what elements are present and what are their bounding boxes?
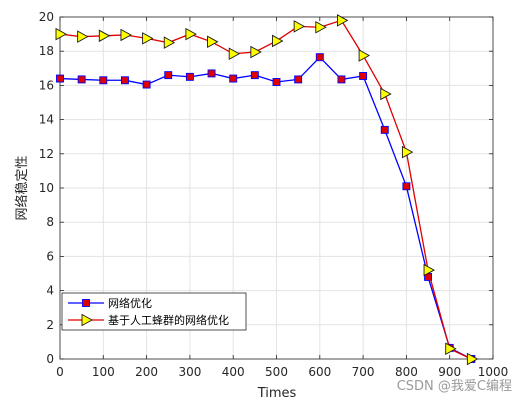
x-tick-label: 1000	[478, 365, 509, 379]
data-point	[77, 30, 89, 43]
legend-marker-2	[81, 313, 93, 327]
data-point	[337, 75, 346, 84]
axes	[59, 16, 494, 360]
data-point	[358, 49, 371, 62]
y-tick-label: 6	[46, 249, 54, 263]
watermark: CSDN @我爱C编程	[397, 379, 512, 394]
y-tick-label: 14	[39, 113, 54, 127]
y-tick-label: 16	[39, 78, 54, 92]
data-point	[250, 71, 259, 80]
data-point	[98, 29, 111, 43]
data-point	[250, 45, 262, 59]
data-point	[228, 47, 241, 61]
legend-label-2: 基于人工蜂群的网络优化	[108, 313, 229, 327]
y-tick-label: 10	[39, 181, 54, 195]
data-point	[337, 14, 349, 27]
x-tick-label: 900	[438, 365, 461, 379]
x-tick-label: 600	[308, 365, 331, 379]
x-tick-label: 100	[92, 365, 115, 379]
data-point	[207, 69, 216, 78]
x-tick-label: 0	[56, 365, 64, 379]
data-point	[380, 125, 389, 134]
data-point	[185, 72, 194, 81]
x-tick-label: 800	[395, 365, 418, 379]
y-tick-label: 0	[46, 352, 54, 366]
y-tick-label: 12	[39, 147, 54, 161]
y-tick-label: 2	[46, 318, 54, 332]
legend-label-1: 网络优化	[108, 296, 152, 310]
data-point	[185, 27, 197, 41]
data-point	[466, 352, 479, 366]
data-point	[315, 20, 327, 34]
data-point	[293, 20, 306, 33]
x-tick-label: 300	[178, 365, 201, 379]
data-point	[163, 36, 176, 49]
data-point	[207, 35, 219, 49]
y-tick-label: 4	[46, 284, 54, 298]
legend-box	[61, 292, 247, 331]
data-point	[142, 80, 151, 89]
data-point	[120, 28, 132, 42]
y-axis-label: 网络稳定性	[14, 155, 30, 220]
data-point	[359, 72, 368, 80]
y-tick-label: 18	[39, 44, 54, 58]
data-point	[402, 182, 411, 191]
y-tick-label: 8	[46, 215, 54, 229]
data-point	[401, 145, 414, 159]
tick-labels: 0 100 200 300 400 500 600 700 800 900 1000 0 2 4 6 8 10 1…	[39, 10, 509, 379]
data-point	[229, 74, 238, 83]
legend-marker-1	[82, 299, 90, 307]
data-point	[164, 71, 173, 80]
data-point	[272, 34, 284, 48]
x-tick-label: 700	[352, 365, 375, 379]
data-point	[142, 32, 154, 45]
data-point	[77, 75, 86, 84]
x-tick-label: 500	[265, 365, 288, 379]
data-point	[272, 78, 281, 86]
data-point	[99, 76, 108, 85]
x-axis-label: Times	[257, 386, 297, 401]
data-point	[294, 75, 303, 84]
data-point	[315, 53, 324, 62]
data-point	[55, 27, 67, 41]
series-2	[55, 14, 479, 366]
x-tick-label: 400	[222, 365, 245, 379]
data-point	[445, 342, 457, 356]
x-tick-label: 200	[135, 365, 158, 379]
data-point	[423, 263, 435, 277]
y-tick-label: 20	[39, 10, 54, 24]
data-point	[380, 87, 392, 101]
series-group	[55, 14, 479, 366]
data-point	[56, 74, 64, 83]
data-point	[120, 76, 129, 85]
